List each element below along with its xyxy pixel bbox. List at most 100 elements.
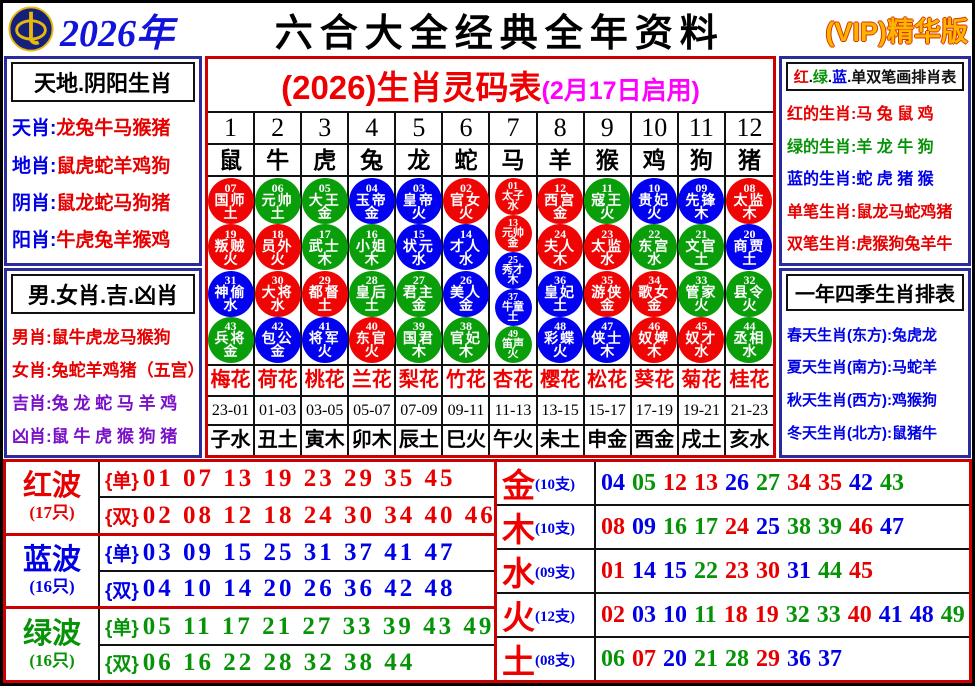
ball-number: 30 [756,557,780,584]
ball-title: 兵将 [214,330,247,347]
time-range: 03-05 [302,397,348,426]
zodiac-column: 4 兔 04 玉帝金 16 小姐木 28 皇后土 40 东官火兰花 05-07 卯木 [348,113,397,455]
ball-number: 48 [554,319,567,334]
ball-number: 24 [554,226,567,241]
row-value: 鼠龙蛇马狗猪 [56,192,171,214]
ball-element: 火 [317,343,332,360]
parity-tag: {单} [105,618,139,640]
ball-element: 火 [600,204,615,221]
element-row: 木 (10支) 08 09 16 17 24 25 38 39 46 47 [497,506,969,550]
ball-number: 22 [694,557,718,584]
ball-number: 04 [601,469,625,496]
row-label: 蓝的生肖 [787,171,852,189]
ball-number: 17 [318,226,331,241]
colon: : [851,171,857,189]
code-ball: 14 才人水 [442,224,489,271]
ball-title: 员外 [261,237,294,254]
code-ball-stack: 12 西宫金 24 夫人木 36 皇妃土 48 彩蝶火 [537,177,584,366]
ball-number: 07 [224,180,237,195]
ball-element: 木 [317,250,332,267]
ball-number: 17 [694,513,718,540]
ball-title: 玉帝 [355,191,388,208]
ball-element: 金 [458,297,473,314]
ball-number: 46 [648,319,661,334]
left-panel: 天地.阴阳生肖 天肖:龙兔牛马猴猪 地肖:鼠虎蛇羊鸡狗 阴肖:鼠龙蛇马狗猪 阳肖:牛虎… [3,55,203,459]
ball-number: 45 [695,319,708,334]
ball-number: 25 [508,255,519,266]
row-value: 牛虎兔羊猴鸡 [56,230,171,252]
code-ball: 34 歌女金 [631,270,678,317]
wave-count: (16只) [29,650,75,670]
ball-element: 火 [553,343,568,360]
ball-number: 18 [271,226,284,241]
bottom-area: 红波 (17只) {单} 01 07 13 19 23 29 35 45 {双} 02 0… [3,459,972,683]
column-number: 7 [490,113,536,145]
ball-element: 金 [507,237,519,249]
row-value: 鼠 牛 虎 猴 狗 猪 [51,426,178,446]
element-count: (10支) [535,476,575,493]
ball-number: 01 [601,557,625,584]
ball-number: 34 [787,469,811,496]
wave-numbers: 02 08 12 18 24 30 34 40 46 [142,501,494,529]
wave-row: {双} 02 08 12 18 24 30 34 40 46 [100,498,494,532]
element-label: 金 (10支) [497,462,596,504]
ball-number: 27 [756,469,780,496]
column-number: 9 [584,113,630,145]
ball-number: 12 [663,469,687,496]
code-ball: 31 神偷水 [207,270,254,317]
zodiac-column: 3 虎 05 大王金 17 武士木 29 都督土 41 将军火桃花 03-05 寅木 [301,113,350,455]
code-ball: 06 元帅土 [254,178,301,225]
code-ball-stack: 04 玉帝金 16 小姐木 28 皇后土 40 东官火 [348,177,395,366]
ball-number: 49 [508,329,519,340]
colon: : [46,393,52,413]
row-value: 鼠猪牛 [892,425,938,443]
element-label: 火 (12支) [497,594,596,636]
ball-element: 火 [742,297,757,314]
ball-number: 39 [818,513,842,540]
wave-color-table: 红波 (17只) {单} 01 07 13 19 23 29 35 45 {双} 02 0… [3,459,497,683]
ball-element: 水 [411,250,426,267]
four-seasons-panel: 一年四季生肖排表 春天生肖(东方):兔虎龙 夏天生肖(南方):马蛇羊 秋天生肖(西方… [779,267,971,458]
code-ball: 21 文官土 [678,224,725,271]
flower-name: 杏花 [490,366,536,397]
ball-element: 水 [742,343,757,360]
flower-name: 梅花 [208,366,254,397]
code-ball-stack: 11 寇王火 23 太监水 35 游侠金 47 侠士木 [584,177,631,366]
column-number: 3 [302,113,348,145]
column-number: 12 [725,113,773,145]
code-ball: 02 官女火 [442,178,489,225]
ball-number: 48 [909,601,934,628]
earthly-branch: 亥水 [729,429,770,451]
element-name: 火 [502,599,535,636]
info-row: 冬天生肖(北方):鼠猪牛 [787,422,963,443]
colon: : [887,425,892,443]
wave-rows: {单} 03 09 15 25 31 37 41 47 {双} 04 10 14 20… [100,536,494,607]
ball-title: 奴婢 [638,330,671,347]
ball-element: 金 [553,204,568,221]
row-value: 鸡猴狗 [892,392,938,410]
wave-count: (16只) [29,577,75,596]
ball-element: 木 [647,343,662,360]
ball-title: 国师 [214,191,247,208]
ball-number: 04 [365,180,378,195]
color-stroke-panel: 红.绿.蓝.单双笔画排肖表 红的生肖:马 兔 鼠 鸡绿的生肖:羊 龙 牛 狗蓝的… [779,56,971,266]
wave-group: 红波 (17只) {单} 01 07 13 19 23 29 35 45 {双} 02 0… [6,462,494,536]
element-name: 木 [502,511,535,548]
code-ball: 39 国君木 [395,316,442,363]
info-row: 绿的生肖:羊 龙 牛 狗 [787,133,963,157]
code-ball: 18 员外火 [254,224,301,271]
ball-number: 10 [648,180,661,195]
zodiac-column: 12 猪 08 太监木 20 商贾土 32 县令火 44 丞相水桂花 21-23 亥水 [725,113,773,455]
code-ball: 08 太监木 [726,178,773,225]
ball-number: 43 [224,319,237,334]
ball-number: 19 [754,601,779,628]
colon: : [851,203,857,221]
code-ball: 07 国师土 [207,178,254,225]
earthly-branch: 酉金 [634,429,675,451]
row-label: 秋天生肖(西方) [787,392,887,410]
zodiac-name: 龙 [396,145,442,177]
ball-element: 土 [694,250,709,267]
code-ball: 42 包公金 [254,316,301,363]
ball-element: 木 [742,204,757,221]
panel-title: 红.绿.蓝.单双笔画排肖表 [786,62,964,91]
